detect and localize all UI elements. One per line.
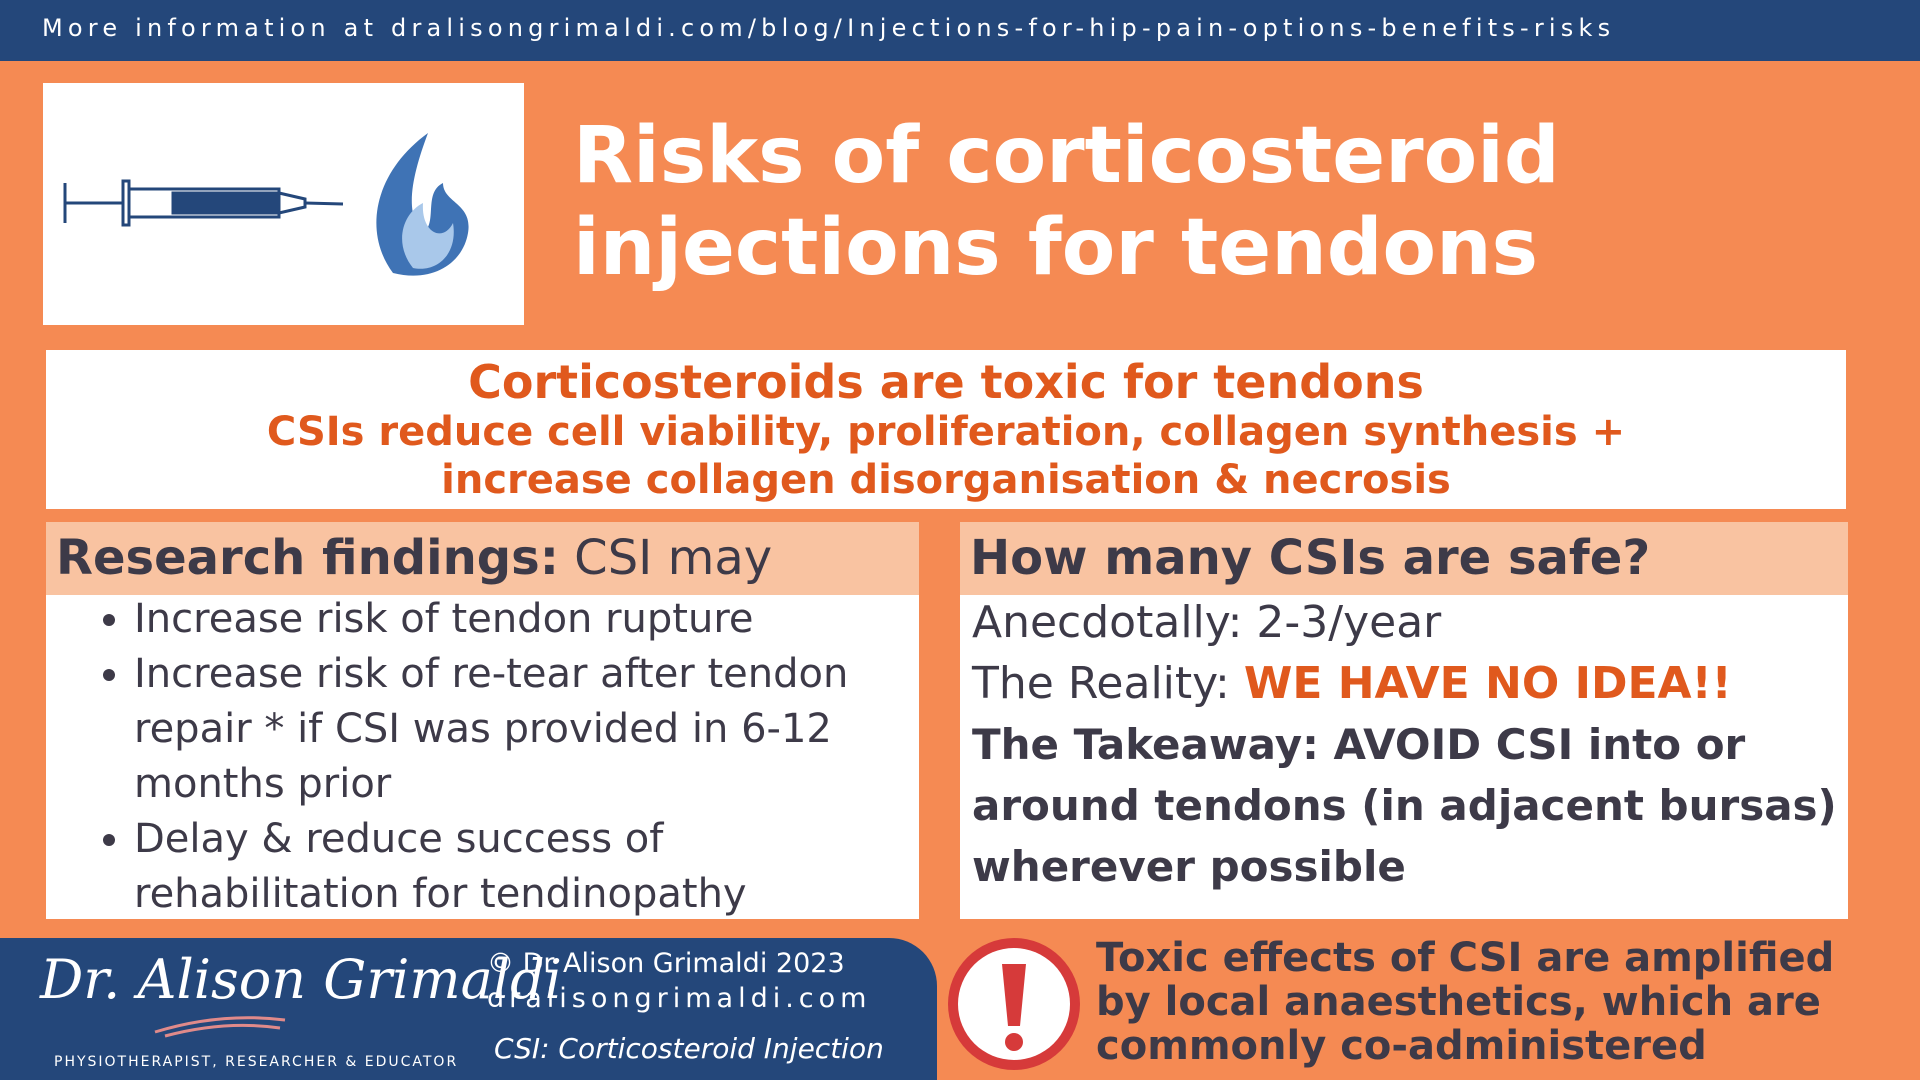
syringe-icon [63, 133, 469, 276]
heading-rest: CSI may [574, 530, 773, 586]
warning-icon [948, 938, 1080, 1070]
panel-heading: Research findings: CSI may [46, 522, 919, 595]
takeaway: The Takeaway: AVOID CSI into or around t… [972, 720, 1837, 891]
logo: Dr. Alison Grimaldi [40, 948, 562, 1011]
summary-line: CSIs reduce cell viability, proliferatio… [266, 409, 1626, 455]
research-panel: Research findings: CSI may Increase risk… [46, 522, 919, 919]
findings-list: Increase risk of tendon rupture Increase… [46, 592, 919, 922]
illustration [43, 83, 524, 325]
summary-heading: Corticosteroids are toxic for tendons [468, 355, 1424, 409]
panel-heading: How many CSIs are safe? [960, 522, 1848, 595]
anecdotal: Anecdotally: 2-3/year [972, 597, 1442, 648]
info-url: More information at dralisongrimaldi.com… [42, 14, 1616, 42]
safety-body: Anecdotally: 2-3/year The Reality: WE HA… [972, 592, 1840, 897]
tagline: PHYSIOTHERAPIST, RESEARCHER & EDUCATOR [54, 1054, 459, 1070]
summary-line: increase collagen disorganisation & necr… [441, 457, 1451, 503]
abbreviation: CSI: Corticosteroid Injection [494, 1032, 884, 1065]
title-line: injections for tendons [573, 203, 1539, 293]
top-bar [0, 0, 1920, 61]
reality-label: The Reality: [972, 658, 1230, 709]
finding: Increase risk of re-tear after tendon re… [134, 647, 899, 812]
copyright: © Dr Alison Grimaldi 2023 [487, 948, 845, 979]
warning-text: Toxic effects of CSI are amplified by lo… [1096, 935, 1835, 1069]
footer-band [0, 938, 937, 1080]
logo-swash [154, 1016, 286, 1038]
finding: Delay & reduce success of rehabilitation… [134, 812, 899, 922]
heading-bold: Research findings: [56, 530, 559, 586]
finding: Increase risk of tendon rupture [134, 592, 899, 647]
summary-box: Corticosteroids are toxic for tendons CS… [46, 350, 1846, 509]
reality: The Reality: WE HAVE NO IDEA!! [972, 653, 1840, 714]
title: Risks of corticosteroid injections for t… [573, 110, 1560, 294]
website: dralisongrimaldi.com [487, 983, 872, 1014]
title-line: Risks of corticosteroid [573, 111, 1560, 201]
reality-value: WE HAVE NO IDEA!! [1243, 658, 1732, 709]
safety-panel: How many CSIs are safe? Anecdotally: 2-3… [960, 522, 1848, 919]
